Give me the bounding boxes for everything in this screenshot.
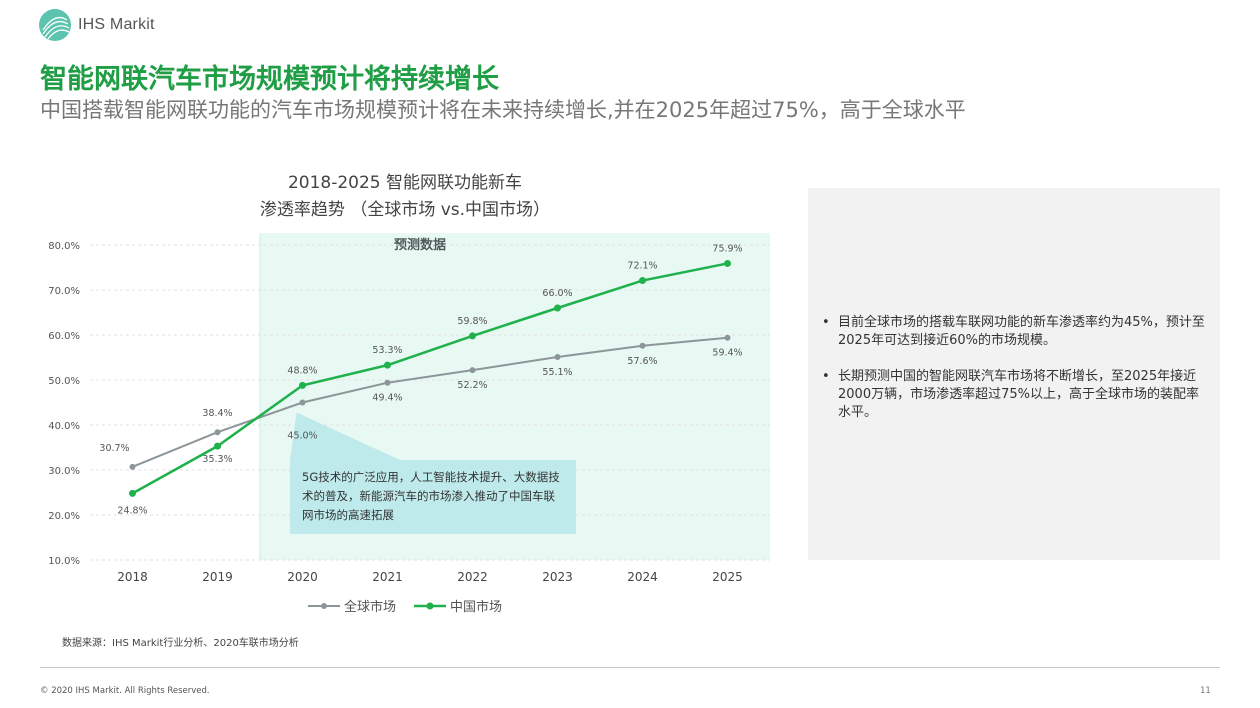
data-label-global: 45.0%: [287, 431, 317, 442]
data-point-china: [724, 259, 731, 267]
data-label-global: 30.7%: [99, 443, 129, 454]
data-point-china: [384, 361, 391, 369]
data-label-global: 57.6%: [627, 356, 657, 367]
x-tick-label: 2023: [542, 570, 573, 584]
chart-title-line2: 渗透率趋势 （全球市场 vs.中国市场）: [259, 200, 551, 220]
data-label-china: 66.0%: [542, 288, 572, 299]
data-label-china: 35.3%: [202, 454, 232, 465]
legend-item-global: 全球市场: [308, 596, 396, 615]
chart-legend: 全球市场 中国市场: [308, 596, 520, 615]
data-point-global: [129, 463, 136, 470]
legend-china-marker-icon: [414, 602, 447, 609]
data-label-global: 38.4%: [202, 408, 232, 419]
legend-label-global: 全球市场: [344, 600, 397, 615]
data-label-china: 48.8%: [287, 365, 317, 376]
y-tick-label: 30.0%: [48, 466, 80, 477]
x-tick-label: 2025: [712, 570, 743, 584]
data-point-global: [639, 342, 646, 349]
callout-text: 5G技术的广泛应用，人工智能技术提升、大数据技术的普及，新能源汽车的市场渗入推动…: [302, 470, 560, 522]
data-point-global: [299, 399, 306, 406]
legend-item-china: 中国市场: [414, 596, 502, 615]
insight-item: • 目前全球市场的搭载车联网功能的新车渗透率约为45%，预计至2025年可达到接…: [822, 314, 1207, 350]
page-number: 11: [1200, 686, 1211, 696]
footer-divider: [40, 667, 1220, 668]
legend-label-china: 中国市场: [450, 600, 503, 615]
data-label-global: 49.4%: [372, 393, 402, 404]
slide-title: 智能网联汽车市场规模预计将持续增长: [40, 64, 499, 95]
callout-pointer: [290, 412, 400, 460]
slide-subtitle: 中国搭载智能网联功能的汽车市场规模预计将在未来持续增长,并在2025年超过75%…: [40, 98, 966, 122]
y-tick-label: 20.0%: [48, 511, 80, 522]
data-label-china: 75.9%: [712, 243, 742, 254]
data-point-china: [639, 277, 646, 285]
y-tick-label: 80.0%: [48, 241, 80, 252]
copyright-text: © 2020 IHS Markit. All Rights Reserved.: [40, 686, 210, 696]
x-tick-label: 2019: [202, 570, 233, 584]
data-point-china: [214, 442, 221, 450]
y-tick-label: 60.0%: [48, 331, 80, 342]
insight-text: 目前全球市场的搭载车联网功能的新车渗透率约为45%，预计至2025年可达到接近6…: [838, 315, 1205, 348]
data-point-global: [384, 379, 391, 386]
x-tick-label: 2021: [372, 570, 403, 584]
data-label-global: 59.4%: [712, 348, 742, 359]
data-point-global: [214, 429, 221, 436]
brand-logo: IHS Markit: [38, 8, 155, 42]
bullet-icon: •: [822, 315, 830, 330]
data-point-china: [554, 304, 561, 312]
data-label-china: 24.8%: [117, 505, 147, 516]
brand-name: IHS Markit: [78, 16, 155, 33]
x-tick-label: 2022: [457, 570, 488, 584]
ihs-markit-logo-icon: [39, 9, 71, 41]
data-label-china: 72.1%: [627, 261, 657, 272]
data-label-global: 52.2%: [457, 380, 487, 391]
y-tick-label: 70.0%: [48, 286, 80, 297]
data-point-global: [554, 354, 561, 361]
legend-global-marker-icon: [308, 602, 340, 609]
y-tick-label: 50.0%: [48, 376, 80, 387]
x-tick-label: 2018: [117, 570, 148, 584]
y-tick-label: 10.0%: [48, 556, 80, 567]
data-label-china: 53.3%: [372, 345, 402, 356]
chart-title-line1: 2018-2025 智能网联功能新车: [287, 173, 523, 193]
callout-box: 5G技术的广泛应用，人工智能技术提升、大数据技术的普及，新能源汽车的市场渗入推动…: [290, 460, 576, 534]
data-source-note: 数据来源：IHS Markit行业分析、2020车联市场分析: [62, 638, 299, 649]
insight-panel: • 目前全球市场的搭载车联网功能的新车渗透率约为45%，预计至2025年可达到接…: [808, 188, 1220, 560]
data-point-global: [469, 367, 476, 374]
data-point-global: [724, 334, 731, 341]
series-line-global: [132, 336, 728, 468]
penetration-line-chart: 预测数据10.0%20.0%30.0%40.0%50.0%60.0%70.0%8…: [48, 233, 770, 584]
y-tick-label: 40.0%: [48, 421, 80, 432]
insight-item: • 长期预测中国的智能网联汽车市场将不断增长，至2025年接近2000万辆，市场…: [822, 368, 1207, 422]
data-point-china: [129, 489, 136, 497]
series-line-china: [131, 262, 728, 495]
bullet-icon: •: [822, 369, 830, 384]
insight-list: • 目前全球市场的搭载车联网功能的新车渗透率约为45%，预计至2025年可达到接…: [822, 314, 1207, 440]
data-label-global: 55.1%: [542, 367, 572, 378]
data-point-china: [299, 381, 306, 389]
x-tick-label: 2020: [287, 570, 318, 584]
data-label-china: 59.8%: [457, 316, 487, 327]
data-point-china: [469, 332, 476, 340]
insight-text: 长期预测中国的智能网联汽车市场将不断增长，至2025年接近2000万辆，市场渗透…: [838, 369, 1199, 420]
x-tick-label: 2024: [627, 570, 658, 584]
